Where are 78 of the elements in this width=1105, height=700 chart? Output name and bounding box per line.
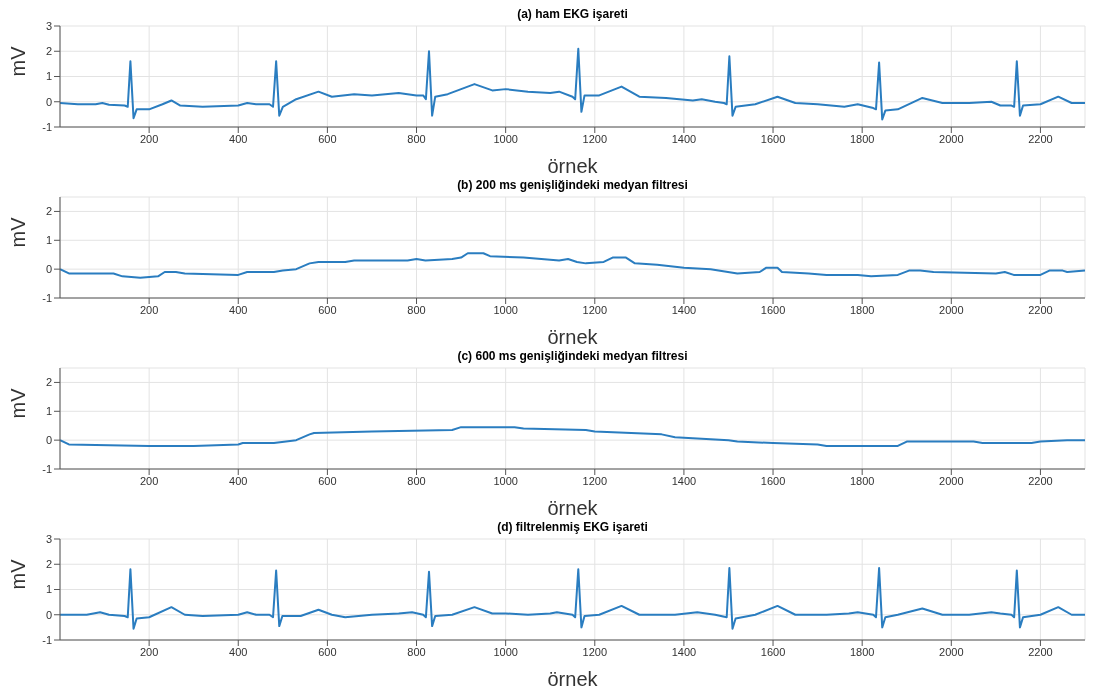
x-axis-title: örnek bbox=[547, 326, 599, 348]
y-axis-title: mV bbox=[7, 45, 30, 77]
x-tick-label: 1000 bbox=[493, 303, 518, 316]
x-tick-label: 200 bbox=[139, 132, 159, 145]
x-tick-label: 800 bbox=[407, 474, 426, 487]
x-tick-label: 200 bbox=[139, 303, 159, 316]
chart-title: (d) filtrelenmiş EKG işareti bbox=[496, 520, 649, 534]
x-tick-label: 1600 bbox=[760, 474, 786, 487]
x-tick-label: 1600 bbox=[760, 645, 786, 658]
x-tick-label: 400 bbox=[229, 474, 248, 487]
x-tick-label: 600 bbox=[318, 645, 337, 658]
x-tick-label: 1800 bbox=[849, 132, 875, 145]
line-series bbox=[60, 426, 1085, 447]
x-tick-label: 1800 bbox=[849, 645, 875, 658]
x-tick-label: 200 bbox=[139, 474, 159, 487]
x-tick-label: 1200 bbox=[582, 645, 608, 658]
y-tick-label: 1 bbox=[45, 234, 52, 247]
x-tick-label: 1000 bbox=[493, 132, 518, 145]
y-tick-label: 0 bbox=[45, 608, 52, 621]
y-tick-label: 0 bbox=[45, 263, 52, 276]
x-tick-label: 800 bbox=[407, 132, 426, 145]
y-tick-label: 0 bbox=[45, 95, 52, 108]
y-axis-title: mV bbox=[7, 216, 30, 248]
x-tick-label: 1600 bbox=[760, 303, 786, 316]
y-tick-label: -1 bbox=[42, 462, 52, 475]
y-tick-label: 2 bbox=[45, 205, 52, 218]
line-series bbox=[60, 252, 1085, 279]
y-tick-label: -1 bbox=[42, 633, 52, 646]
y-tick-label: -1 bbox=[42, 120, 52, 133]
x-tick-label: 400 bbox=[229, 132, 248, 145]
x-tick-label: 400 bbox=[229, 303, 248, 316]
x-tick-label: 2200 bbox=[1028, 132, 1053, 145]
x-tick-label: 600 bbox=[318, 132, 337, 145]
x-tick-label: 1400 bbox=[671, 132, 697, 145]
x-tick-label: 1000 bbox=[493, 474, 518, 487]
x-tick-label: 1200 bbox=[582, 303, 608, 316]
y-tick-label: 0 bbox=[45, 434, 52, 447]
x-tick-label: 1400 bbox=[671, 303, 697, 316]
x-tick-label: 1800 bbox=[849, 303, 875, 316]
x-tick-label: 2000 bbox=[939, 132, 964, 145]
y-tick-label: 1 bbox=[45, 405, 52, 418]
x-tick-label: 1800 bbox=[849, 474, 875, 487]
line-series bbox=[60, 567, 1085, 630]
y-tick-label: 1 bbox=[45, 70, 52, 83]
y-tick-label: -1 bbox=[42, 291, 52, 304]
y-tick-label: 2 bbox=[45, 45, 52, 58]
x-tick-label: 1200 bbox=[582, 132, 608, 145]
x-tick-label: 1600 bbox=[760, 132, 786, 145]
x-axis-title: örnek bbox=[547, 155, 599, 177]
x-tick-label: 1000 bbox=[493, 645, 518, 658]
x-tick-label: 2200 bbox=[1028, 474, 1053, 487]
y-tick-label: 3 bbox=[45, 532, 52, 545]
x-tick-label: 200 bbox=[139, 645, 159, 658]
x-tick-label: 1400 bbox=[671, 474, 697, 487]
chart-title: (a) ham EKG işareti bbox=[516, 7, 629, 21]
x-tick-label: 800 bbox=[407, 645, 426, 658]
y-tick-label: 3 bbox=[45, 19, 52, 32]
x-tick-label: 400 bbox=[229, 645, 248, 658]
x-axis-title: örnek bbox=[547, 668, 599, 690]
x-tick-label: 2000 bbox=[939, 645, 964, 658]
chart-title: (c) 600 ms genişliğindeki medyan filtresi bbox=[456, 349, 689, 363]
y-tick-label: 2 bbox=[45, 376, 52, 389]
line-series bbox=[60, 47, 1085, 121]
x-tick-label: 2000 bbox=[939, 474, 964, 487]
x-tick-label: 800 bbox=[407, 303, 426, 316]
x-tick-label: 1200 bbox=[582, 474, 608, 487]
x-tick-label: 1400 bbox=[671, 645, 697, 658]
y-tick-label: 2 bbox=[45, 558, 52, 571]
x-tick-label: 600 bbox=[318, 303, 337, 316]
x-tick-label: 600 bbox=[318, 474, 337, 487]
x-tick-label: 2000 bbox=[939, 303, 964, 316]
x-axis-title: örnek bbox=[547, 497, 599, 519]
x-tick-label: 2200 bbox=[1028, 645, 1053, 658]
x-tick-label: 2200 bbox=[1028, 303, 1053, 316]
y-axis-title: mV bbox=[7, 387, 30, 419]
chart-title: (b) 200 ms genişliğindeki medyan filtresi bbox=[456, 178, 689, 192]
y-tick-label: 1 bbox=[45, 583, 52, 596]
y-axis-title: mV bbox=[7, 558, 30, 590]
